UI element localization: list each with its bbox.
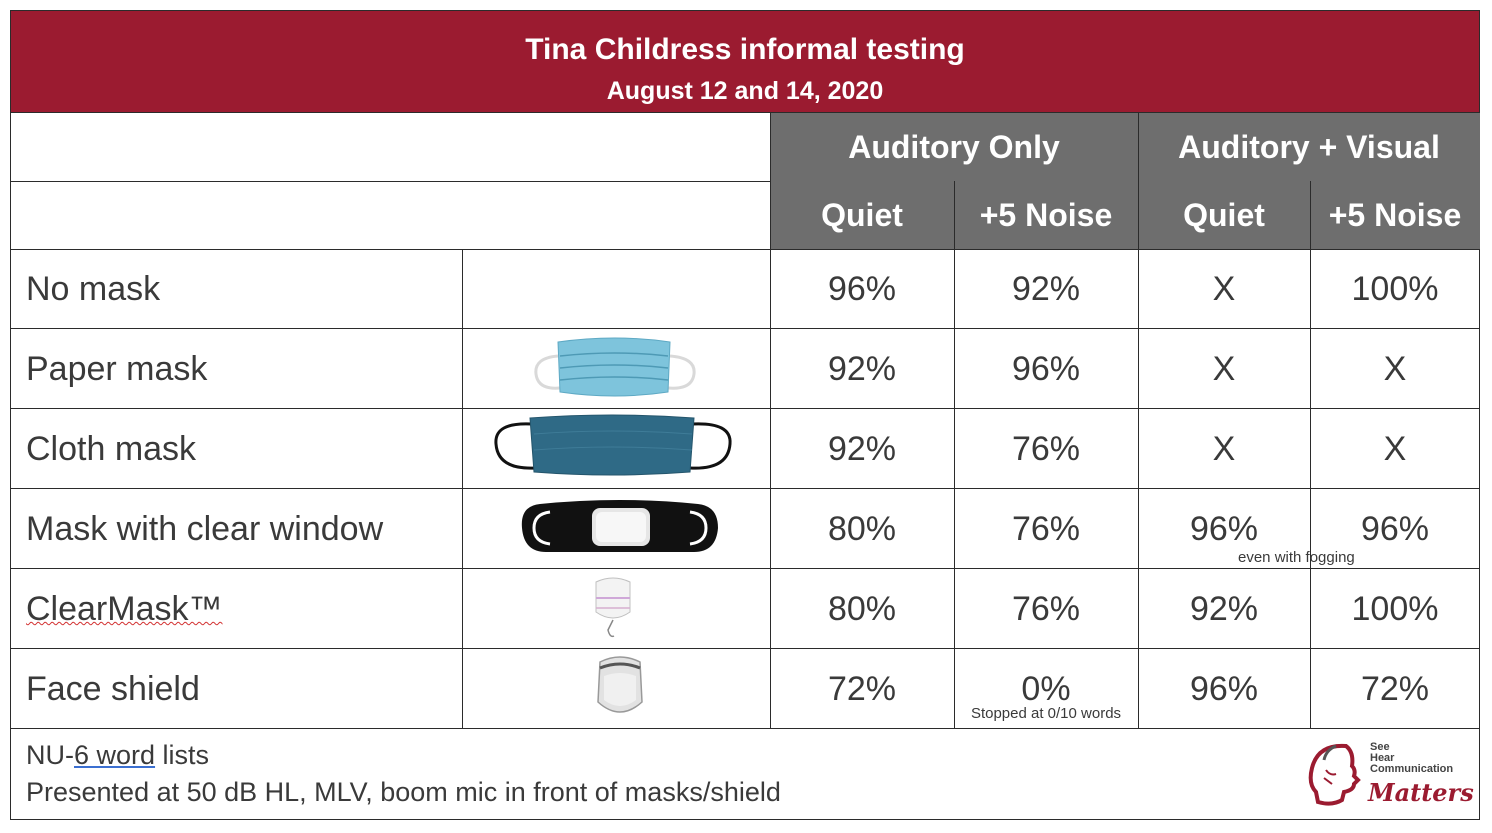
subheader-av-noise: +5 Noise [1310, 181, 1480, 249]
footer-link: 6 word [74, 740, 156, 770]
row-label-clear-window: Mask with clear window [26, 510, 384, 548]
group-header-auditory-visual: Auditory + Visual [1138, 113, 1480, 181]
grid-line [10, 249, 1480, 250]
grid-line [10, 728, 1480, 729]
title-banner: Tina Childress informal testing August 1… [10, 10, 1480, 113]
cell-face-shield-ao-quiet: 72% [827, 670, 897, 708]
cell-cloth-av-noise: X [1383, 430, 1407, 468]
grid-line [954, 181, 955, 728]
clearmask-label-text: ClearMask™ [26, 590, 223, 628]
page-subtitle: August 12 and 14, 2020 [606, 77, 884, 105]
grid-line [770, 113, 771, 728]
logo-matters: Matters [1368, 778, 1474, 807]
cell-no-mask-av-noise: 100% [1351, 270, 1439, 308]
footer-presentation: Presented at 50 dB HL, MLV, boom mic in … [26, 777, 781, 807]
clear-window-mask-image [521, 500, 718, 552]
face-shield-image [597, 656, 643, 713]
grid-line [10, 181, 770, 182]
see-hear-logo: See Hear Communication Matters [1302, 740, 1474, 808]
cell-no-mask-av-quiet: X [1212, 270, 1236, 308]
grid-line [10, 408, 1480, 409]
subheader-ao-noise: +5 Noise [954, 181, 1138, 249]
subheader-ao-quiet: Quiet [770, 181, 954, 249]
grid-line [462, 249, 463, 728]
cell-face-shield-ao-noise: 0% [1021, 670, 1071, 708]
cell-clear-window-av-quiet: 96% [1189, 510, 1259, 548]
grid-line [10, 568, 1480, 569]
cell-cloth-ao-quiet: 92% [827, 430, 897, 468]
cell-no-mask-ao-quiet: 96% [827, 270, 897, 308]
row-label-no-mask: No mask [26, 270, 161, 308]
cell-clear-window-av-noise: 96% [1360, 510, 1430, 548]
cell-paper-av-quiet: X [1212, 350, 1236, 388]
footer-suffix: lists [155, 740, 210, 770]
head-profile-icon [1308, 743, 1361, 806]
logo-hear: Hear [1370, 752, 1395, 764]
row-label-paper-mask: Paper mask [26, 350, 208, 388]
cell-clearmask-av-noise: 100% [1351, 590, 1439, 628]
subheader-av-quiet: Quiet [1138, 181, 1310, 249]
cell-clear-window-ao-quiet: 80% [827, 510, 897, 548]
clearmask-image [595, 577, 631, 638]
row-label-cloth-mask: Cloth mask [26, 430, 197, 468]
footer-prefix: NU- [26, 740, 74, 770]
paper-mask-image [534, 337, 696, 397]
grid-line [10, 648, 1480, 649]
group-header-auditory-only: Auditory Only [770, 113, 1138, 181]
row-label-face-shield: Face shield [26, 670, 200, 708]
logo-communication: Communication [1370, 763, 1454, 775]
cell-clear-window-ao-noise: 76% [1011, 510, 1081, 548]
cell-face-shield-av-noise: 72% [1360, 670, 1430, 708]
cell-face-shield-av-quiet: 96% [1189, 670, 1259, 708]
grid-line [10, 488, 1480, 489]
cell-cloth-av-quiet: X [1212, 430, 1236, 468]
logo-see: See [1370, 741, 1390, 753]
cell-clearmask-ao-noise: 76% [1011, 590, 1081, 628]
page-title: Tina Childress informal testing [525, 33, 965, 66]
cell-cloth-ao-noise: 76% [1011, 430, 1081, 468]
row-label-clearmask: ClearMask™ [26, 590, 222, 629]
fogging-note: even with fogging [1238, 549, 1355, 566]
cell-paper-ao-noise: 96% [1011, 350, 1081, 388]
grid-line [10, 328, 1480, 329]
cell-clearmask-av-quiet: 92% [1189, 590, 1259, 628]
stopped-note: Stopped at 0/10 words [970, 705, 1122, 722]
grid-line [1138, 113, 1139, 728]
grid-line [1310, 181, 1311, 728]
cell-paper-av-noise: X [1383, 350, 1407, 388]
cell-clearmask-ao-quiet: 80% [827, 590, 897, 628]
footer-word-lists: NU-6 word lists [26, 740, 209, 771]
cell-no-mask-ao-noise: 92% [1011, 270, 1081, 308]
cloth-mask-image [494, 414, 732, 476]
cell-paper-ao-quiet: 92% [827, 350, 897, 388]
